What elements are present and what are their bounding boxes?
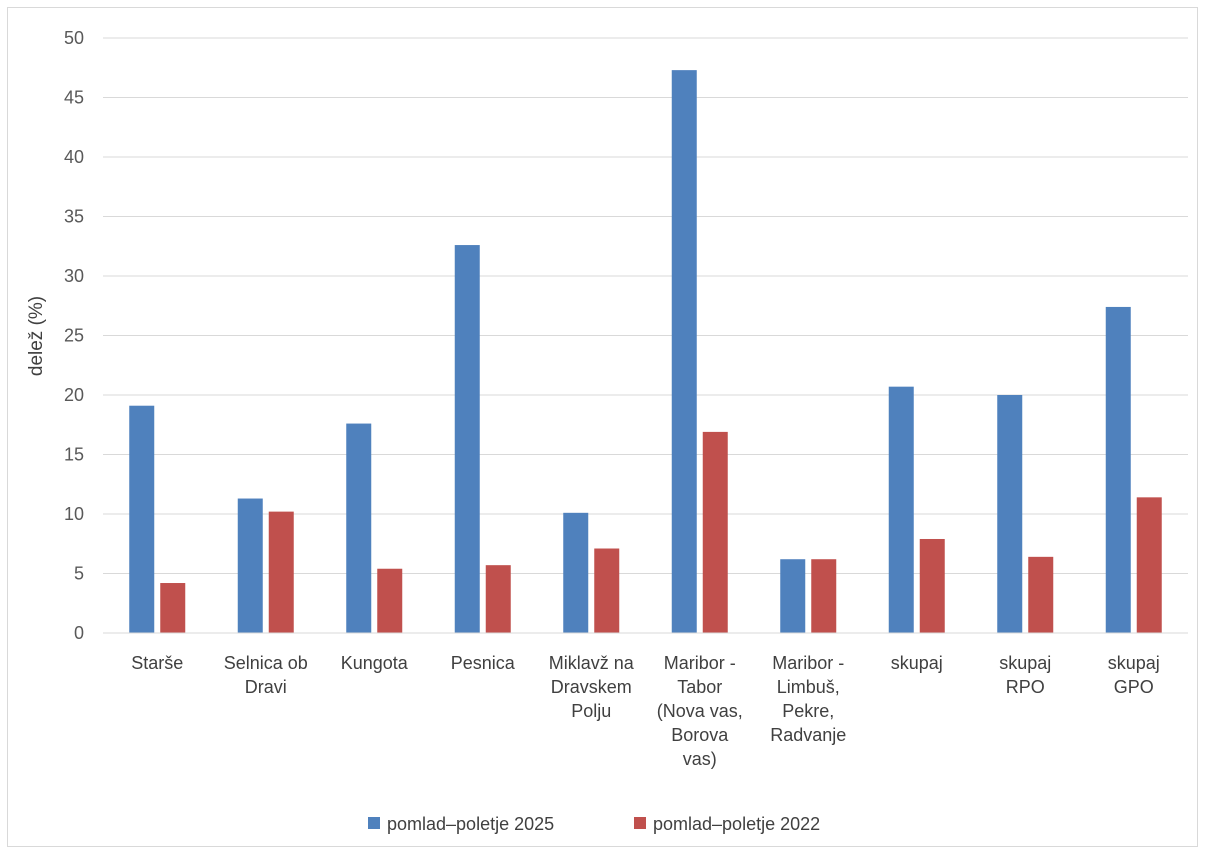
bar-series-1 [454,245,480,633]
y-tick-label: 45 [64,88,84,108]
legend: pomlad–poletje 2025 pomlad–poletje 2022 [368,814,820,834]
y-tick-label: 10 [64,504,84,524]
category-label-line: Kungota [341,653,409,673]
category-label-line: Miklavž na [549,653,635,673]
bar-series-2 [160,583,186,633]
category-label: Maribor - Limbuš, Pekre, Radvanje [770,653,846,745]
bar-series-2 [485,565,511,633]
y-tick-labels: 0 5 10 15 20 25 30 35 40 45 50 [64,28,84,643]
bar-series-1 [997,395,1023,633]
bar-series-2 [1136,497,1162,633]
bar-series-2 [919,538,945,633]
category-label-line: Dravskem [551,677,632,697]
gridlines [103,37,1188,574]
y-tick-label: 35 [64,207,84,227]
bar-series-1 [780,559,806,633]
y-tick-label: 15 [64,445,84,465]
category-label-line: Polju [571,701,611,721]
bar-series-1 [888,386,914,633]
category-label-line: Selnica ob [224,653,308,673]
category-label-line: GPO [1114,677,1154,697]
category-label: skupaj [891,653,943,673]
bar-series-1 [563,512,589,633]
bar-series-1 [237,498,263,633]
category-label-line: Limbuš, [777,677,840,697]
y-tick-label: 5 [74,564,84,584]
category-label-line: skupaj [1108,653,1160,673]
category-label-line: RPO [1006,677,1045,697]
category-label: Maribor - Tabor (Nova vas, Borova vas) [657,653,743,769]
category-label-line: Starše [131,653,183,673]
category-label-line: skupaj [891,653,943,673]
category-label-line: Pekre, [782,701,834,721]
category-label: skupaj GPO [1108,653,1160,697]
bar-series-2 [811,559,837,633]
y-tick-label: 30 [64,266,84,286]
category-label-line: Maribor - [664,653,736,673]
legend-swatch-series-2 [634,817,646,829]
bar-series-2 [268,511,294,633]
bar-series-2 [702,431,728,633]
category-label: Miklavž na Dravskem Polju [549,653,635,721]
legend-label-series-1: pomlad–poletje 2025 [387,814,554,834]
category-labels: Starše Selnica ob Dravi Kungota Pesnica Mikla… [131,653,1160,769]
category-label-line: Maribor - [772,653,844,673]
category-label-line: (Nova vas, [657,701,743,721]
legend-swatch-series-1 [368,817,380,829]
category-label-line: skupaj [999,653,1051,673]
y-axis-title: delež (%) [26,296,47,376]
bar-series-1 [1105,306,1131,633]
legend-label-series-2: pomlad–poletje 2022 [653,814,820,834]
bar-series-1 [346,423,372,633]
y-tick-label: 20 [64,385,84,405]
bars [129,70,1162,633]
y-tick-label: 0 [74,623,84,643]
category-label: Kungota [341,653,409,673]
category-label-line: Borova [671,725,729,745]
category-label-line: Tabor [677,677,722,697]
bar-series-2 [594,548,620,633]
category-label: Selnica ob Dravi [224,653,308,697]
category-label-line: Pesnica [451,653,516,673]
category-label-line: Radvanje [770,725,846,745]
bar-series-1 [129,405,155,633]
y-tick-label: 50 [64,28,84,48]
category-label: skupaj RPO [999,653,1051,697]
category-label-line: Dravi [245,677,287,697]
category-label: Pesnica [451,653,516,673]
bar-series-2 [1028,556,1054,633]
y-tick-label: 40 [64,147,84,167]
category-label-line: vas) [683,749,717,769]
bar-series-1 [671,70,697,633]
y-tick-label: 25 [64,326,84,346]
bar-series-2 [377,568,403,633]
category-label: Starše [131,653,183,673]
